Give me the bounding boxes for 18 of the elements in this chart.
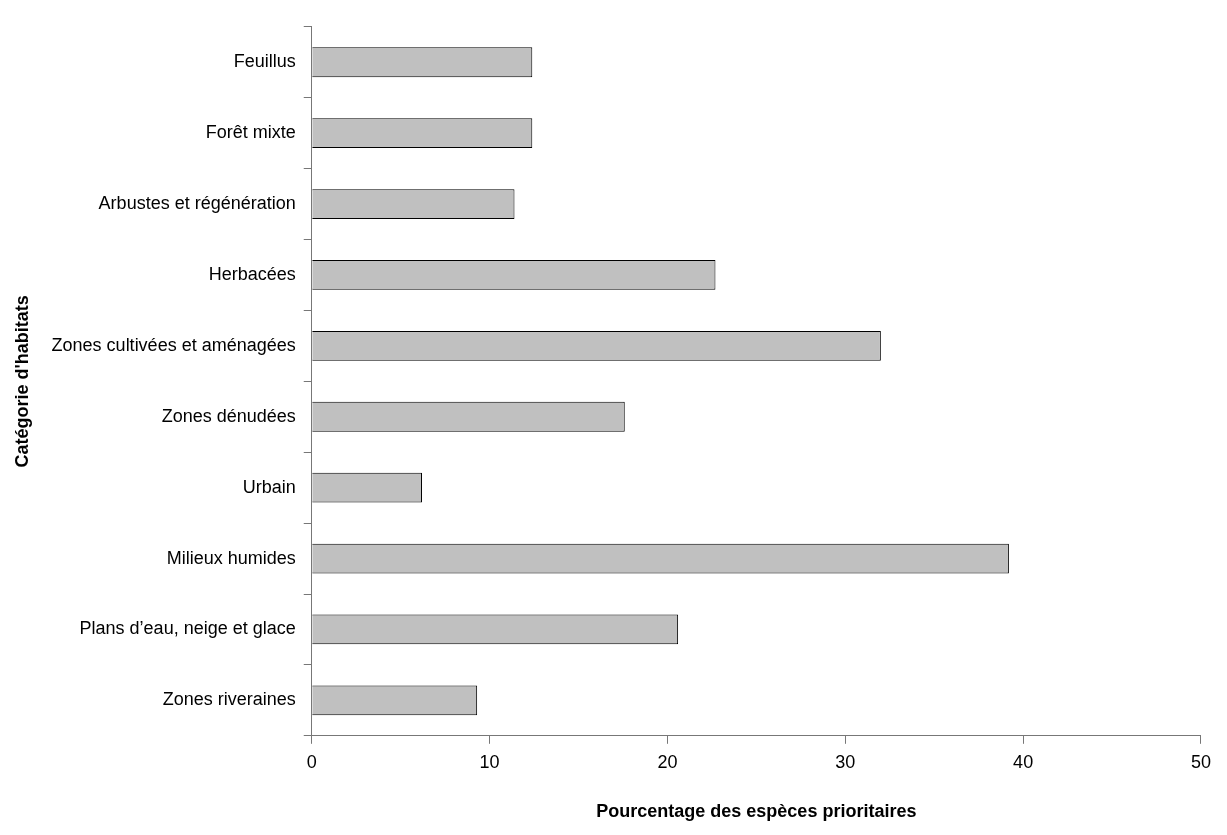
y-tick-label: Urbain bbox=[242, 476, 296, 497]
x-tick-label: 20 bbox=[657, 751, 678, 772]
y-axis-title: Catégorie d'habitats bbox=[11, 295, 32, 468]
y-tick-label: Zones dénudées bbox=[161, 405, 296, 426]
x-axis-title: Pourcentage des espèces prioritaires bbox=[596, 801, 917, 822]
y-tick-label: Herbacées bbox=[208, 263, 296, 284]
y-tick-label: Forêt mixte bbox=[205, 122, 296, 143]
x-tick-label: 10 bbox=[479, 751, 500, 772]
y-tick-label: Zones riveraines bbox=[162, 689, 296, 710]
x-tick-label: 50 bbox=[1190, 751, 1211, 772]
y-tick-label: Milieux humides bbox=[166, 547, 296, 568]
y-tick-label: Feuillus bbox=[233, 51, 296, 72]
x-tick-label: 40 bbox=[1013, 751, 1034, 772]
y-tick-label: Arbustes et régénération bbox=[98, 193, 296, 214]
x-tick-label: 30 bbox=[835, 751, 856, 772]
y-tick-label: Plans d’eau, neige et glace bbox=[79, 618, 296, 639]
y-tick-label: Zones cultivées et aménagées bbox=[51, 334, 296, 355]
x-tick-label: 0 bbox=[306, 751, 317, 772]
